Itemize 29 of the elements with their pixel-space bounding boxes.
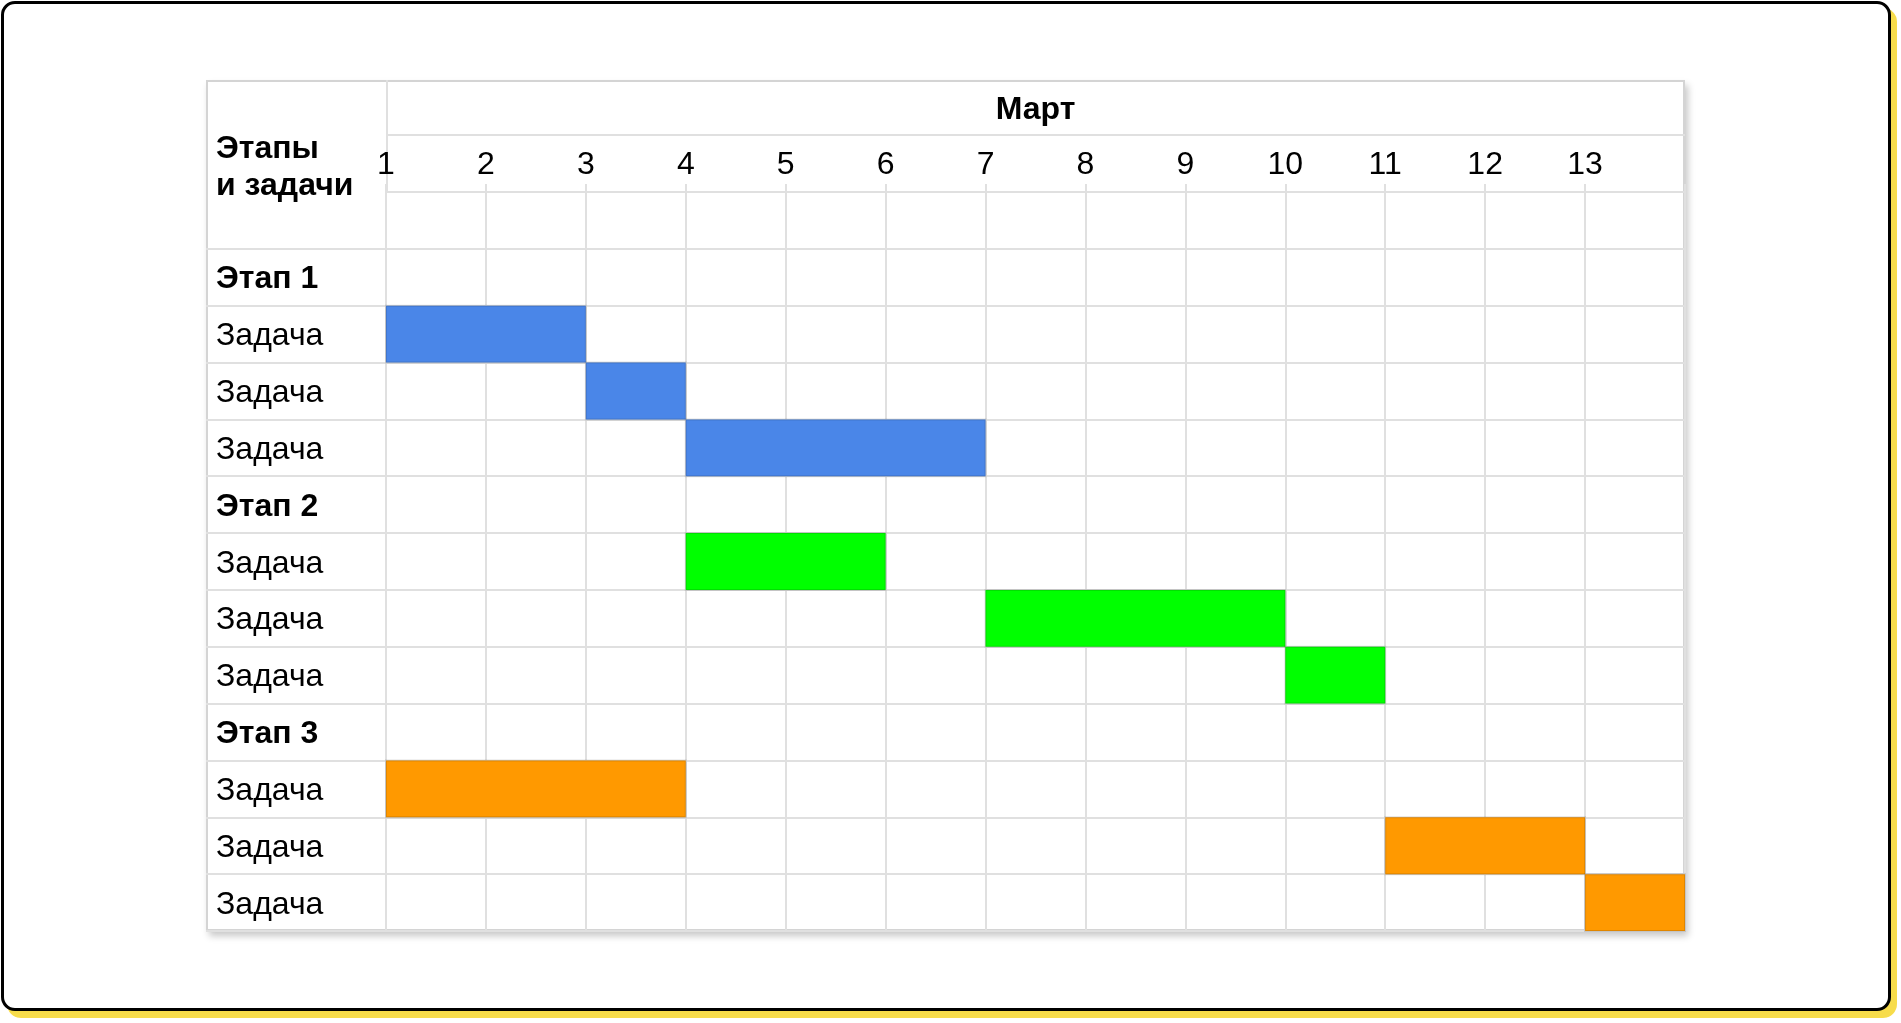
y-tick-label: Этап 3	[216, 714, 319, 751]
x-tick-label: 10	[1267, 145, 1304, 181]
bar	[684, 532, 887, 591]
bar	[385, 759, 687, 819]
y-tick-label: Задача	[216, 429, 324, 466]
x-tick-label: 6	[876, 145, 895, 181]
y-tick-label: Задача	[216, 827, 324, 864]
x-tick-label: 8	[1076, 145, 1095, 181]
y-tick-label: Задача	[216, 316, 324, 353]
y-axis-title: Этапы и задачи	[216, 128, 354, 202]
x-tick-label: 13	[1567, 145, 1603, 181]
x-tick-label: 2	[477, 145, 495, 181]
y-tick-label: Этап 2	[216, 486, 319, 523]
x-tick-label: 4	[676, 145, 695, 181]
x-tick-label: 9	[1176, 145, 1195, 181]
x-tick-label: 11	[1368, 145, 1402, 181]
y-tick-label: Задача	[216, 372, 324, 409]
y-tick-label: Задача	[216, 657, 324, 694]
x-tick-label: 12	[1467, 145, 1503, 181]
y-tick-label: Задача	[216, 770, 324, 807]
x-tick-label: 3	[576, 145, 595, 181]
y-tick-label: Задача	[216, 600, 324, 637]
y-tick-label: Задача	[216, 543, 324, 580]
y-tick-label: Задача	[216, 884, 324, 921]
y-tick-label: Этап 1	[216, 259, 319, 296]
x-tick-label: 5	[776, 145, 795, 181]
x-tick-label: 1	[377, 145, 395, 181]
x-tick-label: 7	[976, 145, 995, 181]
x-axis-title: Март	[995, 90, 1076, 126]
